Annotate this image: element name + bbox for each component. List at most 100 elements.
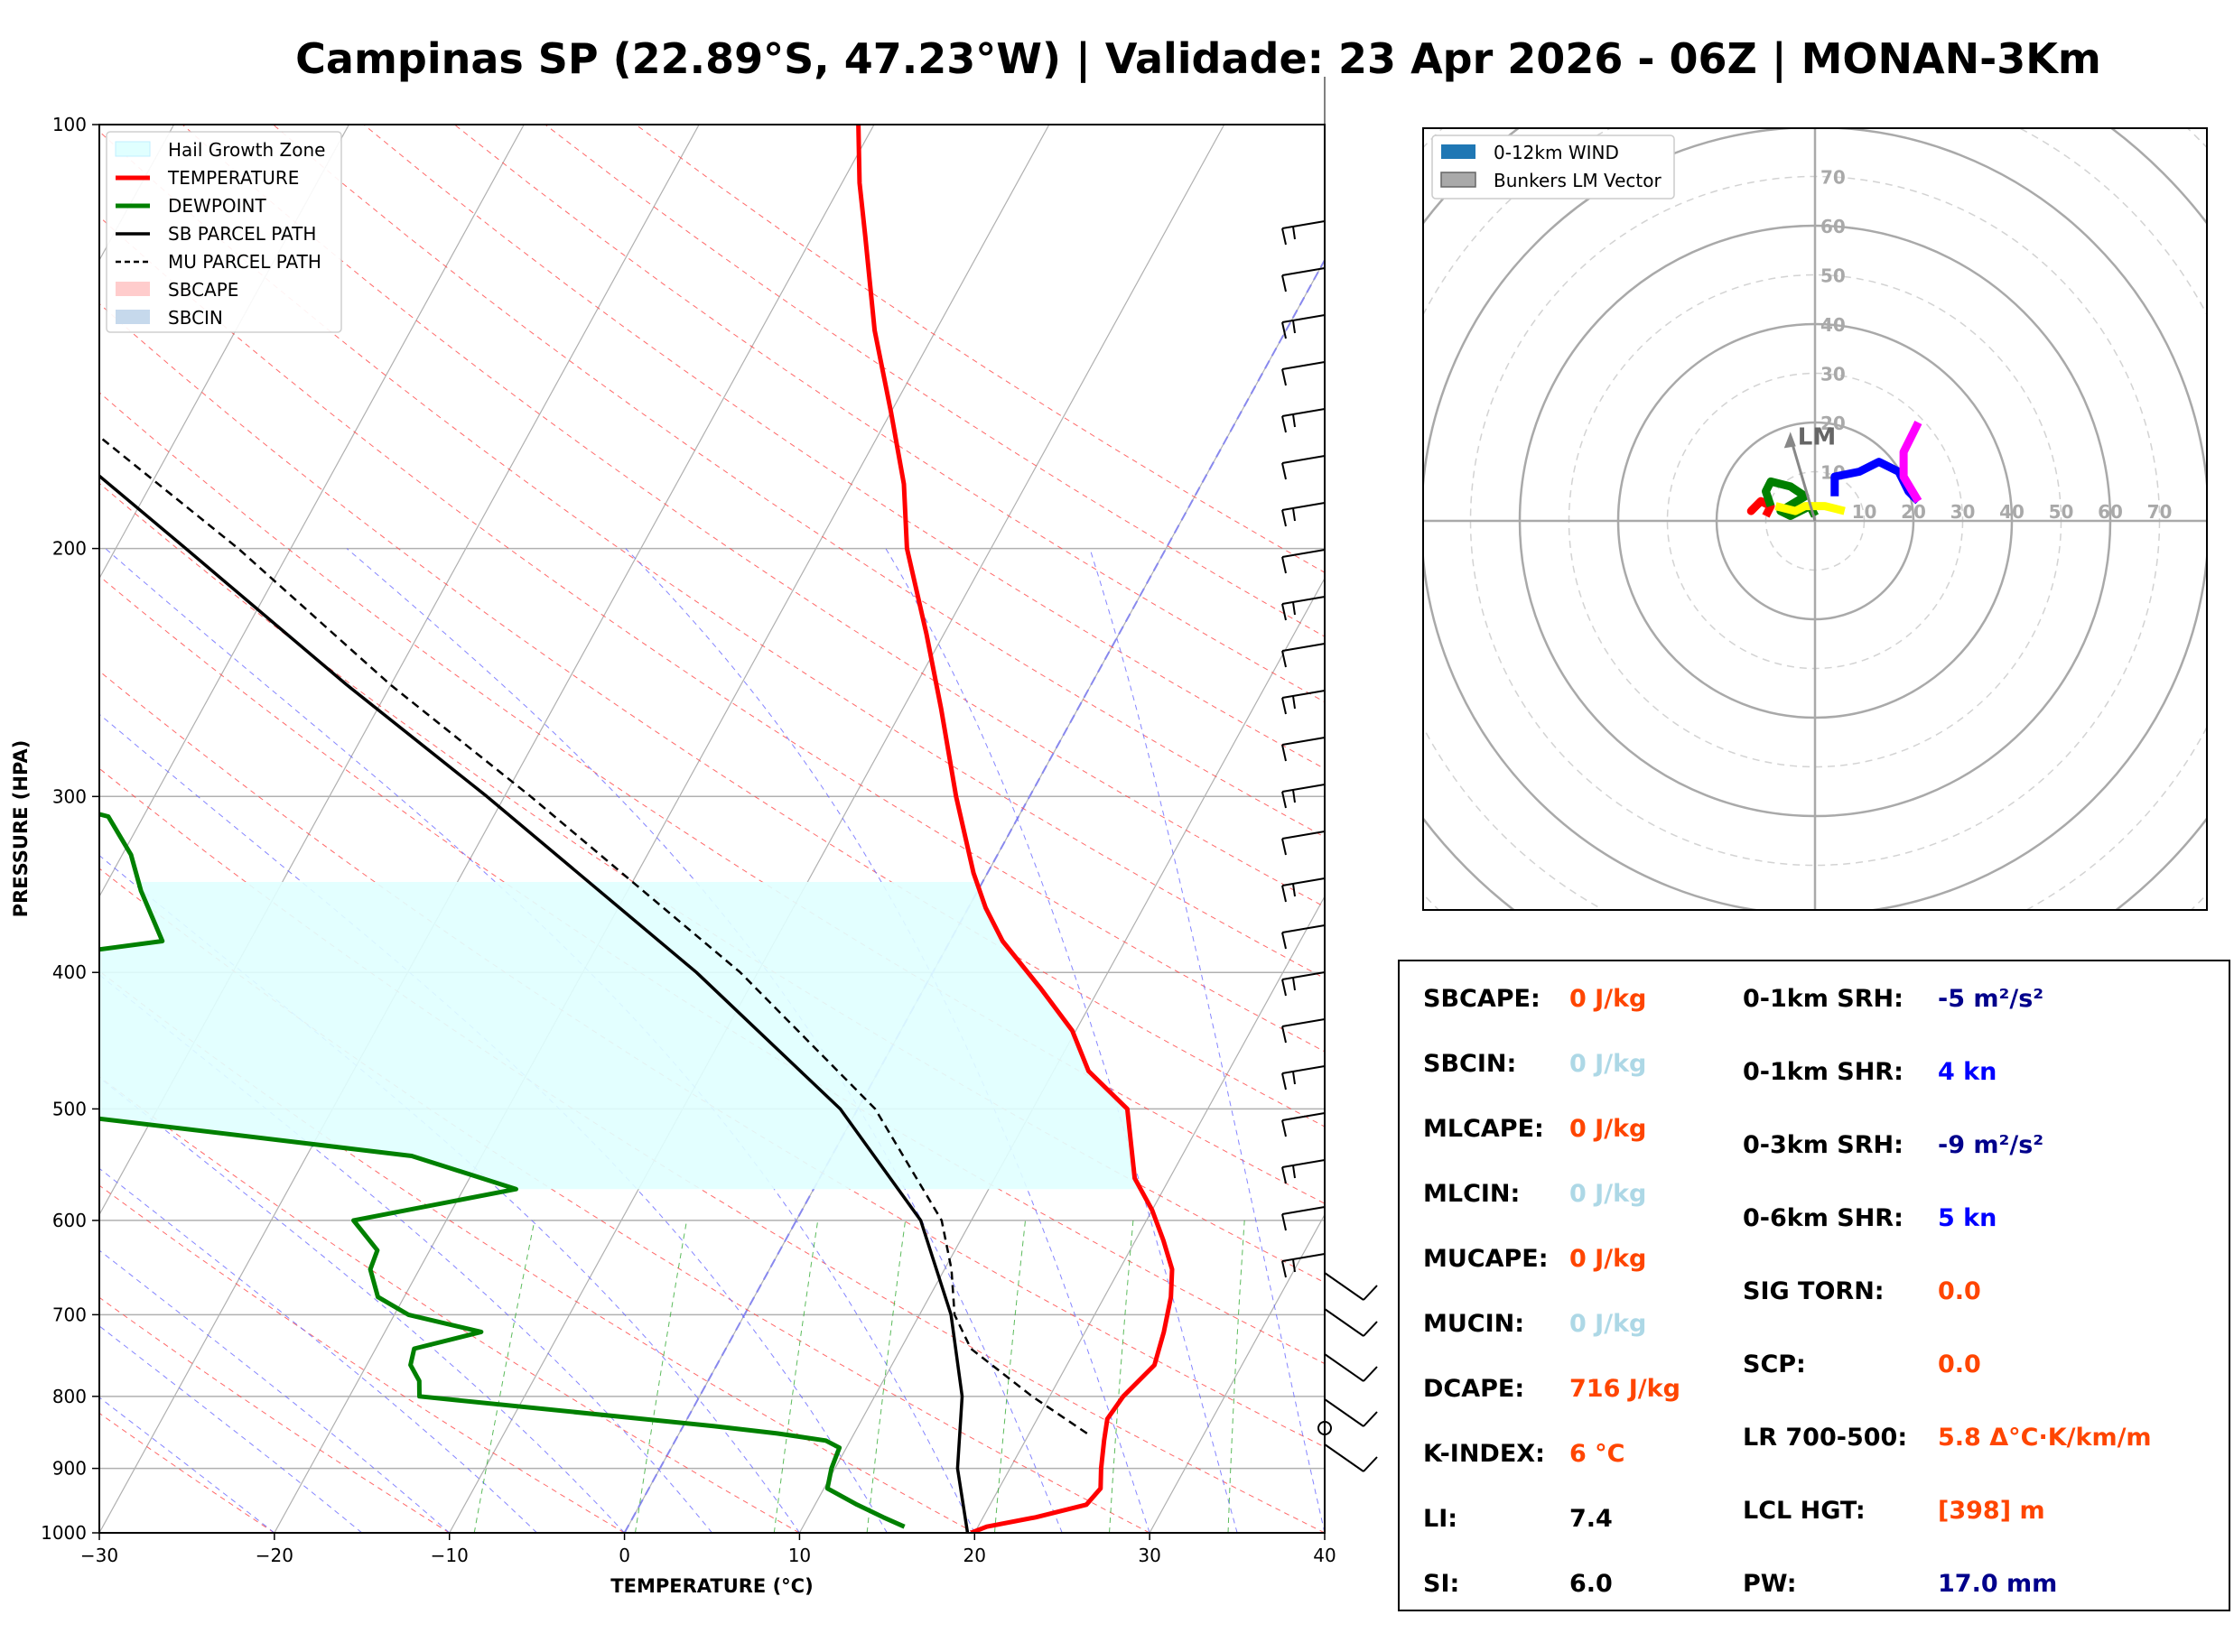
index-value: [398] m [1938,1497,2045,1525]
y-axis-label: PRESSURE (HPA) [10,740,32,918]
moist-adiabat [99,1167,537,1533]
x-tick-label: 20 [963,1545,986,1566]
temperature-line [856,125,1175,1533]
index-value: 0 J/kg [1569,1115,1647,1143]
index-value: 5 kn [1938,1204,1997,1232]
ring-label-v: 60 [1820,216,1846,237]
index-value: 6.0 [1569,1570,1613,1598]
barb-shaft [1281,361,1326,370]
isotherm [99,125,525,898]
wind-barb [1281,549,1326,574]
hodograph-legend: 0-12km WIND Bunkers LM Vector [1431,135,1675,200]
dry-adiabat [99,1184,625,1533]
index-label: LI: [1423,1505,1458,1533]
barb-flag [1281,1166,1287,1184]
barb-flag [1281,1260,1287,1278]
wind-barb [1281,643,1326,668]
dry-adiabat [99,868,1150,1533]
barb-shaft [1281,1018,1326,1027]
barb-shaft [1281,1112,1326,1121]
y-tick-label: 100 [52,114,87,135]
moist-adiabat [99,854,800,1533]
index-value: 7.4 [1569,1505,1613,1533]
indices-panel: SBCAPE: 0 J/kg SBCIN: 0 J/kg MLCAPE: 0 J/kg ML… [1398,960,2230,1611]
index-value: -5 m²/s² [1938,985,2044,1013]
hodograph-ring [1224,0,2234,1111]
index-label: LCL HGT: [1743,1497,1866,1525]
barb-shaft [1281,1206,1326,1215]
ring-label-v: 30 [1820,364,1846,385]
wind-barbs [1281,77,1378,1533]
barb-flag [1292,883,1296,897]
bunkers-lm-arrow [1789,436,1817,522]
ring-label-u: 70 [2147,501,2173,523]
legend-item: TEMPERATURE [116,167,299,189]
index-value: 5.8 Δ°C·K/km/m [1938,1424,2152,1452]
dewpoint-line [99,812,906,1529]
barb-flag [1281,791,1287,809]
index-label: DCAPE: [1423,1375,1525,1403]
y-tick-label: 1000 [41,1522,87,1544]
hodograph-segment [1774,502,1846,515]
x-tick-label: 40 [1313,1545,1336,1566]
barb-shaft [1281,971,1326,980]
ring-label-v: 40 [1820,314,1846,336]
wind-barb [1281,831,1326,856]
isotherm [1149,1213,1325,1533]
index-value: 0.0 [1938,1350,1981,1378]
wind-barb [1281,1065,1326,1091]
skewt-frame [98,124,1326,1534]
legend-swatch-sbcape [116,282,150,296]
barb-shaft [1281,924,1326,933]
mixing-ratio-line [473,1220,535,1533]
ring-label-u: 40 [1999,501,2025,523]
index-value: 716 J/kg [1569,1375,1680,1403]
wind-barb [1281,267,1326,292]
barb-flag [1292,1165,1296,1179]
barb-shaft [1281,690,1326,699]
barb-flag [1292,789,1296,803]
barb-flag [1281,744,1287,762]
moist-adiabat [99,1077,625,1533]
barb-flag [1292,1258,1296,1273]
legend-label: SBCIN [168,307,223,329]
barb-flag [1281,274,1287,292]
barb-flag [1363,1285,1378,1301]
legend-item: MU PARCEL PATH [116,251,321,273]
mixing-ratio-line [1109,1220,1134,1533]
barb-flag [1292,413,1296,428]
ring-label-u: 60 [2098,501,2123,523]
index-value: 0 J/kg [1569,1050,1647,1078]
wind-barb [1281,596,1326,621]
wind-barb [1281,408,1326,433]
barb-shaft [1281,1065,1326,1074]
skewt-axes: −30 −20 −10 0 10 20 30 40 100 200 300 400 500 600 700 8… [10,114,1336,1597]
index-label: MUCAPE: [1423,1245,1549,1273]
wind-barb [1281,737,1326,762]
index-value: 17.0 mm [1938,1570,2058,1598]
legend-swatch-sbcin [116,310,150,324]
wind-barb [1324,1308,1378,1337]
barb-shaft [1281,737,1326,746]
barb-flag [1281,1072,1287,1091]
legend-item: DEWPOINT [116,195,266,217]
mixing-ratio-line [1227,1220,1245,1533]
index-label: 0-1km SHR: [1743,1058,1904,1086]
wind-barb [1281,314,1326,339]
wind-barb [1324,1353,1378,1382]
dry-adiabat [99,970,975,1533]
index-label: 0-6km SHR: [1743,1204,1904,1232]
mixing-ratio-line [994,1220,1026,1533]
x-tick-label: −30 [80,1545,118,1566]
barb-flag [1363,1366,1378,1382]
x-tick-label: −10 [431,1545,469,1566]
mixing-ratio-line [635,1220,687,1533]
moist-adiabat [1089,548,1325,1533]
ring-label-u: 50 [2049,501,2074,523]
barb-flag [1281,1026,1287,1044]
index-label: K-INDEX: [1423,1440,1545,1468]
skewt-profiles [99,125,1175,1533]
barb-flag [1281,932,1287,950]
wind-barb [1281,455,1326,480]
